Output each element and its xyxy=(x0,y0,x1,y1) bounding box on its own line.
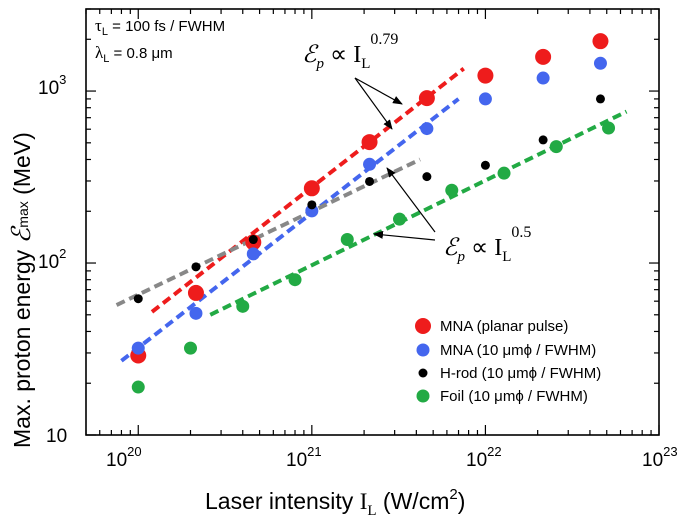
data-point xyxy=(131,341,145,355)
x-axis-title: Laser intensity IL (W/cm2) xyxy=(205,486,465,519)
param-pulse-duration: τL = 100 fs / FWHM xyxy=(95,16,225,38)
legend-label: Foil (10 μmϕ / FWHM) xyxy=(440,388,588,405)
arrow xyxy=(386,167,436,233)
plot-frame xyxy=(85,8,660,436)
data-point xyxy=(187,284,204,301)
data-point xyxy=(307,200,317,210)
legend-marker-foil xyxy=(416,389,430,403)
data-point xyxy=(191,262,201,272)
arrow xyxy=(373,230,436,241)
data-point xyxy=(480,160,490,170)
data-point xyxy=(420,122,434,136)
param-wavelength: λL = 0.8 μm xyxy=(95,43,173,65)
data-point xyxy=(189,306,203,320)
fit-line xyxy=(120,97,460,363)
data-point xyxy=(445,183,459,197)
data-point xyxy=(478,92,492,106)
legend-label: MNA (10 μmϕ / FWHM) xyxy=(440,342,596,359)
data-point xyxy=(303,180,320,197)
data-point xyxy=(393,212,407,226)
data-point xyxy=(361,134,378,151)
data-points xyxy=(130,33,616,394)
data-point xyxy=(536,71,550,85)
legend-marker-mna-10um xyxy=(416,343,430,357)
axis-ticks xyxy=(85,8,660,436)
data-point xyxy=(422,172,432,182)
arrow xyxy=(354,77,393,130)
data-point xyxy=(248,235,258,245)
data-point xyxy=(363,157,377,171)
x-tick-label: 1021 xyxy=(286,444,322,471)
data-point xyxy=(477,67,494,84)
x-tick-label: 1022 xyxy=(466,444,502,471)
y-tick-labels: 10 102 103 xyxy=(38,72,67,447)
data-point xyxy=(602,121,616,135)
legend-marker-h-rod xyxy=(418,368,428,378)
data-point xyxy=(535,48,552,65)
data-point xyxy=(365,176,375,186)
y-tick-label: 103 xyxy=(38,72,66,99)
y-tick-label: 10 xyxy=(46,426,67,447)
annotation-scaling-079: ℰp ∝ IL0.79 xyxy=(302,31,398,72)
data-point xyxy=(236,299,250,313)
data-point xyxy=(595,94,605,104)
data-point xyxy=(592,33,609,50)
data-point xyxy=(497,166,511,180)
fit-line xyxy=(209,109,628,317)
data-point xyxy=(418,90,435,107)
legend-label: MNA (planar pulse) xyxy=(440,318,568,335)
data-point xyxy=(340,233,354,247)
legend-label: H-rod (10 μmϕ / FWHM) xyxy=(440,365,601,382)
data-point xyxy=(549,140,563,154)
y-tick-label: 102 xyxy=(38,246,66,273)
x-tick-label: 1023 xyxy=(642,444,678,471)
y-axis-title: Max. proton energy ℰmax (MeV) xyxy=(7,132,36,448)
arrow xyxy=(354,77,403,105)
annotation-scaling-05: ℰp ∝ IL0.5 xyxy=(443,224,531,265)
legend: MNA (planar pulse) MNA (10 μmϕ / FWHM) H… xyxy=(415,318,601,405)
data-point xyxy=(593,56,607,70)
x-tick-labels: 1020 1021 1022 1023 xyxy=(106,444,678,471)
annotation-arrows xyxy=(354,77,436,241)
data-point xyxy=(538,135,548,145)
data-point xyxy=(288,273,302,287)
x-tick-label: 1020 xyxy=(106,444,142,471)
fit-line xyxy=(115,157,421,307)
data-point xyxy=(246,247,260,261)
data-point xyxy=(131,380,145,394)
data-point xyxy=(184,341,198,355)
data-point xyxy=(133,294,143,304)
legend-marker-mna-planar xyxy=(415,318,431,334)
